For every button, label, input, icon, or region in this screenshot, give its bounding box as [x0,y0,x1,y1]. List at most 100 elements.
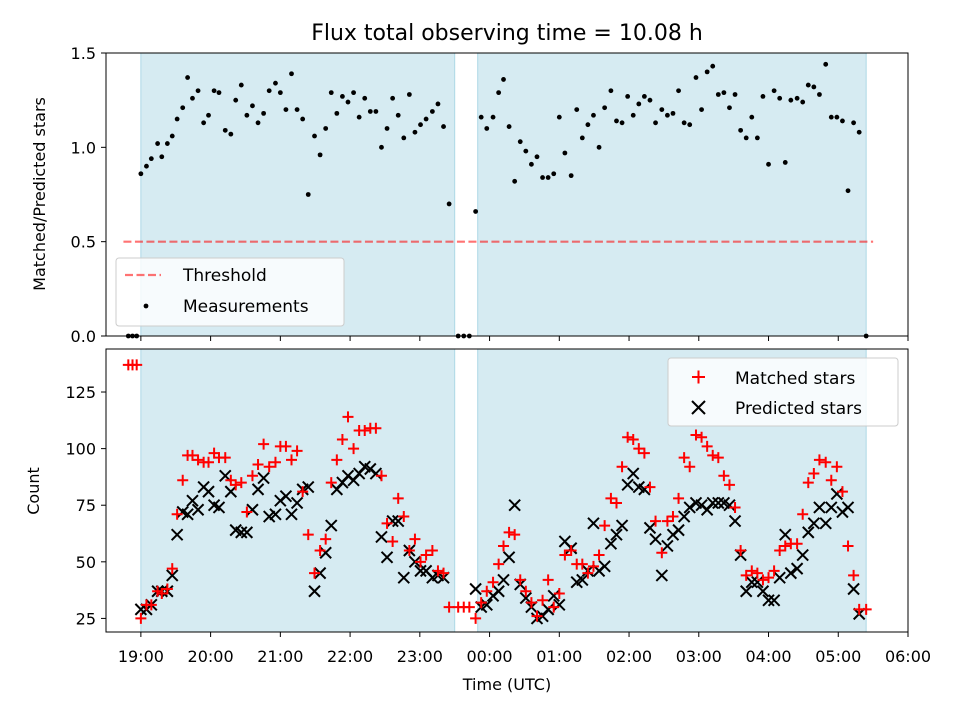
matched-star-point [576,558,588,570]
x-tick-label: 04:00 [745,647,791,666]
matched-star-point [531,610,543,622]
predicted-star-point [790,562,804,575]
measurement-point [771,88,777,94]
measurement-point [435,101,441,107]
predicted-star-point [576,573,589,587]
matched-star-point [302,529,314,541]
predicted-star-point [246,503,259,516]
measurement-point [602,105,608,111]
measurement-point [155,141,161,146]
measurement-point [551,171,557,177]
matched-star-point [820,456,832,468]
measurement-point [811,84,817,90]
matched-star-point [426,544,438,556]
predicted-star-point [706,496,719,510]
y-tick-label: 0.5 [71,233,96,252]
matched-star-point [514,574,526,586]
ratio-y-label: Matched/Predicted stars [30,97,49,291]
matched-star-point [438,567,450,579]
measurement-point [805,82,811,88]
count-y-axis: 25 50 75 100 125 [65,383,106,628]
matched-star-point [757,574,769,586]
matched-star-point [177,474,189,486]
measurement-point [699,107,704,112]
matched-star-point [320,533,332,545]
matched-star-point [241,506,253,518]
predicted-star-point [202,485,215,498]
measurement-point [693,75,699,80]
matched-star-point [503,526,515,538]
measurement-point [676,88,681,94]
measurement-point [845,188,851,194]
measurement-point [323,126,329,131]
matched-star-point [565,544,577,556]
measurement-point [529,161,534,167]
matched-star-point [387,535,399,547]
measurement-point [148,156,154,162]
matched-star-point [751,567,763,579]
threshold-legend-label: Threshold [182,266,267,286]
measurement-point [273,80,278,86]
measurement-point [545,175,551,180]
time-x-axis: 19:00 20:00 21:00 22:00 23:00 00:00 01:00 02:00… [118,632,931,666]
x-tick-label: 20:00 [188,647,234,666]
matched-star-point [735,544,747,556]
matched-star-point [729,501,741,513]
predicted-star-point [212,501,226,514]
predicted-star-point [508,499,521,512]
y-tick-label: 75 [76,496,96,515]
measurements-series [125,61,869,339]
predicted-star-point [598,560,611,573]
matched-star-point [309,567,321,579]
measurement-point [384,126,390,131]
matched-star-point [348,443,360,455]
predicted-star-point [841,501,855,514]
matched-star-point [509,529,521,541]
predicted-star-point [380,551,394,564]
predicted-star-point [269,508,282,521]
predicted-star-point [813,501,826,514]
measurement-point [579,135,585,141]
matched-star-point [605,492,617,504]
measurement-point [201,120,207,126]
matched-star-point [667,511,679,523]
measurement-point [294,107,300,112]
matched-star-point [145,599,157,611]
x-tick-label: 19:00 [118,647,164,666]
matched-star-point [848,569,860,581]
matched-legend-label: Matched stars [735,369,855,389]
y-tick-label: 0.0 [71,327,96,346]
predicted-star-point [497,573,510,587]
measurement-point [266,88,272,94]
predicted-star-point [541,603,555,616]
y-tick-label: 100 [65,440,96,459]
ratio-legend-box [115,257,345,327]
matched-star-point [779,540,791,552]
predicted-star-point [502,551,516,564]
count-legend: Matched stars Predicted stars [667,357,899,427]
measurement-point [817,92,822,97]
matched-star-point [342,411,354,423]
matched-star-point [627,434,639,446]
predicted-star-point [553,598,566,612]
matched-star-point [740,569,752,581]
matched-star-point [359,425,371,437]
predicted-star-point [290,496,304,510]
observing-window-span [477,52,867,337]
measurement-point [619,120,625,126]
predicted-star-point [638,483,651,496]
matched-star-point [808,468,820,480]
measurement-point [834,114,840,120]
matched-star-point [638,447,650,459]
measurement-point [244,112,250,118]
measurement-point [636,101,642,107]
matched-star-point [475,597,487,609]
measurement-point [334,110,340,116]
x-tick-label: 05:00 [815,647,861,666]
matched-star-point [718,470,730,482]
measurement-point [473,209,479,214]
predicted-star-point [807,517,821,530]
measurement-point [556,114,562,120]
predicted-star-point [240,526,254,539]
